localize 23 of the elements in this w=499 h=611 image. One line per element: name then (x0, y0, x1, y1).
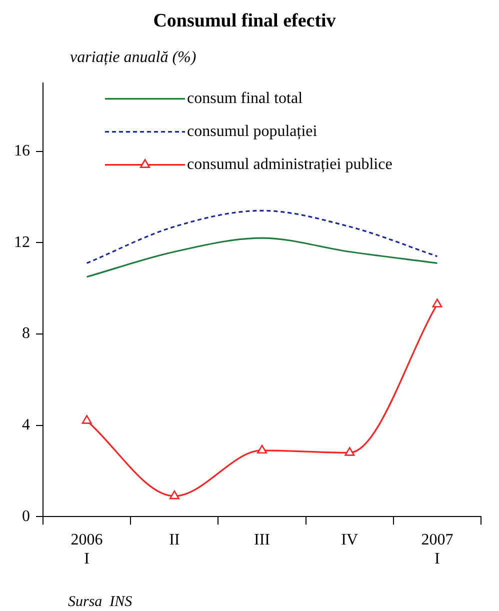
line-series (86, 210, 438, 264)
y-tick-label: 8 (22, 325, 30, 342)
x-tick-label: III (254, 531, 270, 548)
x-tick-label: 2006 I (70, 531, 103, 568)
point (344, 447, 355, 456)
y-axis-title: variație anuală (%) (70, 49, 196, 66)
point (257, 444, 267, 454)
point (169, 490, 180, 500)
line-series (86, 237, 438, 278)
y-tick-label: 12 (14, 234, 30, 251)
x-tick-label: II (169, 531, 180, 548)
x-tick-label: IV (341, 531, 358, 548)
chart-title: Consumul final efectiv (153, 10, 336, 32)
legend-label: consumul administrației publice (187, 156, 392, 174)
text: Sursa INS (68, 594, 133, 610)
legend-label: consumul populației (187, 123, 318, 140)
legend-label: consum final total (187, 90, 304, 108)
x-tick-label: 2007 I (421, 531, 454, 568)
point (82, 415, 92, 424)
y-tick-label: 16 (14, 142, 30, 160)
y-tick-label: 0 (22, 508, 30, 525)
point (432, 298, 442, 308)
y-tick-label: 4 (22, 416, 30, 434)
